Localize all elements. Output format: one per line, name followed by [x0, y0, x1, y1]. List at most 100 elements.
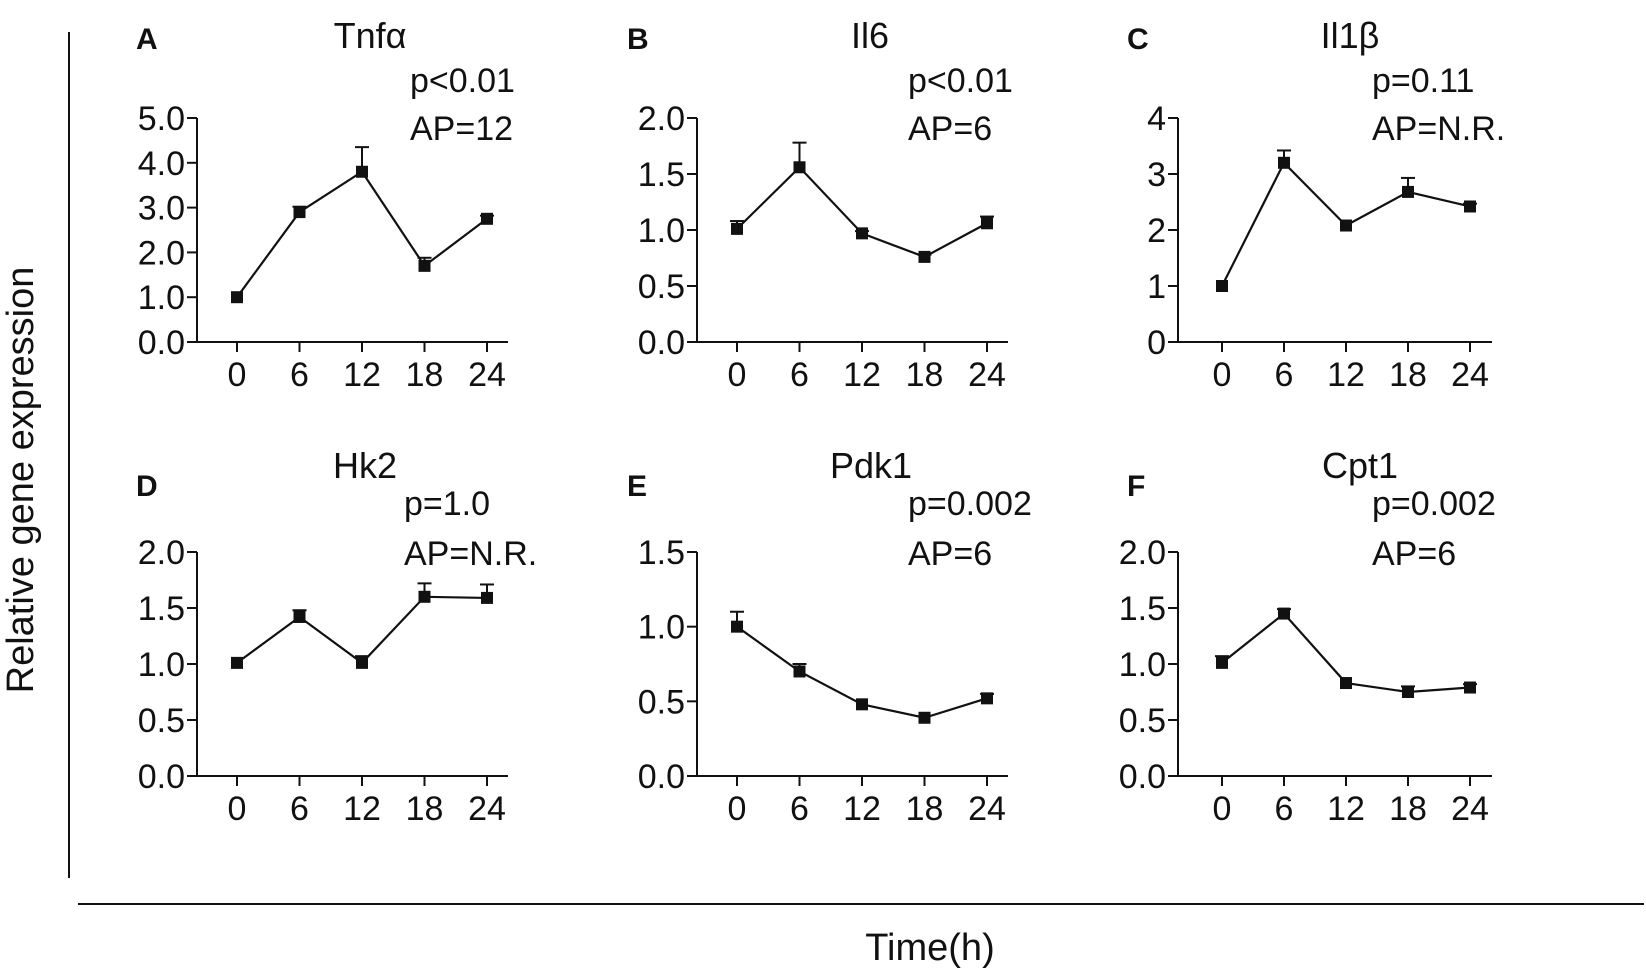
- y-tick-label: 1.5: [638, 534, 685, 572]
- panel-title: Il1β: [1321, 15, 1380, 56]
- y-tick-label: 2.0: [1119, 534, 1166, 572]
- x-tick-label: 18: [1389, 790, 1427, 828]
- x-tick-label: 0: [228, 356, 247, 394]
- shared-x-label: Time(h): [865, 927, 994, 969]
- data-point: [981, 217, 993, 230]
- panel-letter: C: [1127, 23, 1149, 56]
- y-tick-label: 0.0: [638, 758, 685, 796]
- panel-title: Il6: [851, 15, 889, 56]
- data-point: [481, 212, 493, 225]
- panel-letter: F: [1127, 470, 1145, 503]
- y-tick-label: 0.0: [138, 758, 185, 796]
- panel-b: 0.0 0.5 1.0 1.5 2.0 0 6 12 18 24 B Il6 p<0.01 AP=6: [627, 15, 1013, 394]
- panel-letter: D: [136, 470, 158, 503]
- y-tick-label: 0.5: [138, 702, 185, 740]
- y-tick-label: 3: [1147, 156, 1166, 194]
- panel-title: Cpt1: [1322, 445, 1398, 486]
- x-tick-label: 6: [1275, 790, 1294, 828]
- panel-title: Pdk1: [830, 445, 912, 486]
- ap-value: AP=N.R.: [1372, 110, 1505, 148]
- y-tick-label: 4: [1147, 100, 1166, 138]
- data-point: [793, 665, 806, 678]
- y-tick-label: 1.5: [138, 590, 185, 628]
- data-point: [981, 692, 993, 705]
- data-point: [856, 227, 868, 240]
- x-tick-label: 6: [290, 356, 309, 394]
- x-tick-label: 18: [906, 790, 944, 828]
- data-point: [418, 259, 431, 272]
- x-tick-label: 6: [1275, 356, 1294, 394]
- x-tick-label: 0: [1213, 790, 1232, 828]
- panel-letter: A: [136, 23, 158, 56]
- x-tick-label: 18: [406, 356, 444, 394]
- y-tick-label: 5.0: [138, 100, 185, 138]
- data-point: [1278, 156, 1290, 169]
- y-tick-label: 1.5: [638, 156, 685, 194]
- panels-group: 0.01.02.03.04.05.00 6 12 18 24A Tnfαp<0.01AP=…: [136, 15, 1505, 828]
- x-tick-label: 0: [228, 790, 247, 828]
- x-tick-label: 18: [406, 790, 444, 828]
- x-tick-label: 24: [968, 790, 1006, 828]
- y-tick-label: 0.5: [638, 683, 685, 721]
- data-point: [1216, 280, 1228, 292]
- y-tick-label: 4.0: [138, 145, 185, 183]
- series-line: [236, 170, 488, 298]
- series-line: [736, 165, 988, 259]
- panel-letter: E: [627, 470, 647, 503]
- data-point: [918, 250, 931, 263]
- y-tick-label: 1: [1147, 268, 1166, 306]
- x-tick-label: 24: [1451, 790, 1489, 828]
- p-value: p<0.01: [410, 62, 515, 100]
- x-tick-label: 24: [468, 356, 506, 394]
- y-tick-label: 1.0: [138, 646, 185, 684]
- panel-title: Hk2: [333, 445, 397, 486]
- ap-value: AP=6: [908, 535, 992, 573]
- x-tick-label: 24: [968, 356, 1006, 394]
- data-point: [731, 620, 743, 633]
- y-tick-label: 0.0: [138, 324, 185, 362]
- x-tick-label: 0: [1213, 356, 1232, 394]
- data-point: [856, 698, 868, 711]
- ap-value: AP=6: [1372, 535, 1456, 573]
- p-value: p=0.002: [908, 485, 1032, 523]
- data-point: [731, 222, 743, 235]
- y-tick-label: 1.0: [638, 212, 685, 250]
- y-tick-label: 2.0: [138, 534, 185, 572]
- p-value: p=0.11: [1372, 62, 1474, 100]
- p-value: p=0.002: [1372, 485, 1496, 523]
- x-tick-label: 12: [1327, 790, 1365, 828]
- x-tick-label: 12: [343, 356, 381, 394]
- data-point: [1402, 185, 1414, 198]
- data-point: [481, 591, 493, 604]
- x-tick-label: 12: [343, 790, 381, 828]
- series-line: [236, 595, 488, 665]
- data-point: [1340, 677, 1352, 690]
- ap-value: AP=6: [908, 110, 992, 148]
- y-tick-label: 1.0: [638, 609, 685, 647]
- data-point: [293, 206, 306, 219]
- x-tick-label: 18: [906, 356, 944, 394]
- data-point: [1216, 656, 1228, 669]
- y-tick-label: 2: [1147, 212, 1166, 250]
- y-tick-label: 0: [1147, 324, 1166, 362]
- x-tick-label: 0: [728, 356, 747, 394]
- panel-title: Tnfα: [334, 15, 407, 56]
- x-tick-label: 6: [790, 790, 809, 828]
- data-point: [1464, 681, 1476, 694]
- y-tick-label: 2.0: [138, 234, 185, 272]
- data-point: [293, 610, 306, 623]
- data-point: [356, 165, 368, 178]
- y-tick-label: 1.0: [1119, 646, 1166, 684]
- x-tick-label: 0: [728, 790, 747, 828]
- x-tick-label: 6: [790, 356, 809, 394]
- y-tick-label: 0.5: [1119, 702, 1166, 740]
- data-point: [793, 161, 806, 174]
- y-tick-label: 3.0: [138, 190, 185, 228]
- y-tick-label: 1.5: [1119, 590, 1166, 628]
- ap-value: AP=12: [410, 110, 513, 148]
- data-point: [231, 656, 243, 669]
